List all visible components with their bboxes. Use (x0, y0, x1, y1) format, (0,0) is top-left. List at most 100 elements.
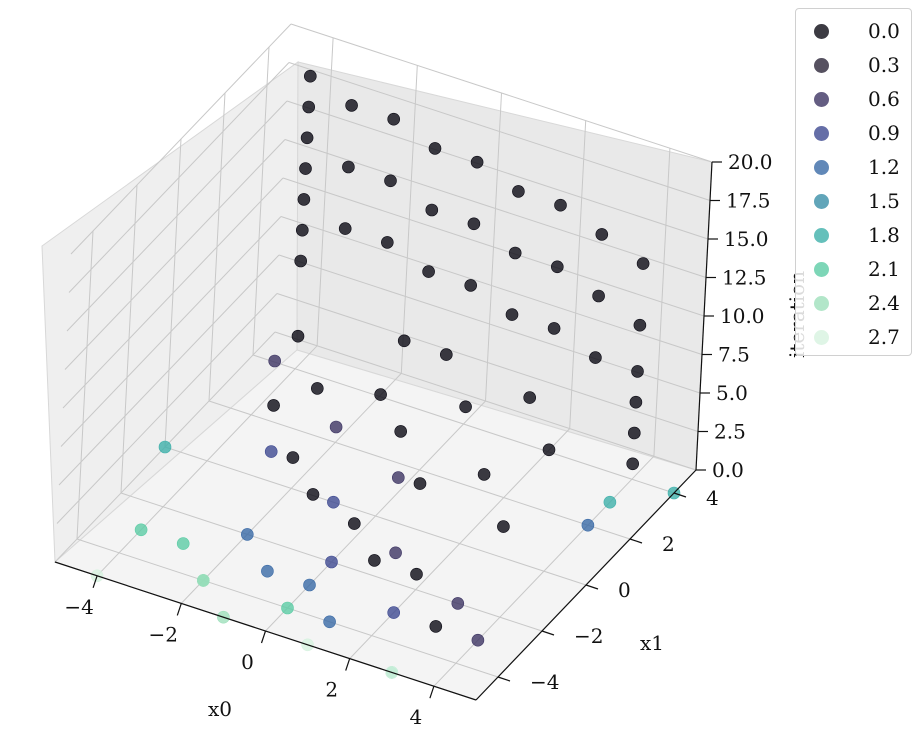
data-point (197, 574, 210, 587)
data-point (636, 257, 650, 270)
data-point (297, 193, 311, 206)
data-point (627, 426, 641, 440)
grid-line (278, 254, 701, 394)
data-point (428, 142, 442, 155)
grid-line (56, 293, 278, 524)
data-point (413, 477, 427, 490)
legend-label: 0.0 (868, 19, 900, 43)
data-point (281, 601, 294, 615)
z-tick-label: 5.0 (716, 381, 748, 405)
data-point (306, 488, 320, 501)
data-point (550, 260, 564, 274)
data-point (595, 228, 609, 241)
grid-line (70, 23, 292, 255)
data-point (391, 471, 405, 484)
data-point (512, 185, 525, 198)
x-tick-label: 2 (325, 678, 338, 702)
grid-line (68, 62, 290, 293)
legend-label: 0.9 (868, 121, 900, 145)
grid-line (62, 177, 284, 409)
data-point (429, 620, 443, 633)
data-point (347, 517, 361, 530)
data-point (410, 567, 423, 581)
data-point (547, 322, 561, 335)
grid-line (164, 446, 587, 586)
data-point (554, 198, 567, 212)
data-point (267, 399, 280, 412)
data-point (327, 495, 340, 509)
z-tick-label: 10.0 (720, 304, 765, 328)
z-tick-label: 12.5 (722, 266, 767, 290)
legend-label: 2.7 (868, 325, 900, 349)
x-axis-label: x0 (208, 697, 232, 721)
data-point (380, 236, 394, 249)
gridlines (54, 23, 713, 687)
legend-marker (814, 24, 829, 39)
x-tick (345, 658, 351, 671)
y-tick-label: −4 (530, 670, 559, 694)
legend-marker (814, 262, 829, 277)
data-point (464, 279, 478, 292)
data-point (323, 615, 336, 629)
legend-item: 1.8 (796, 219, 913, 253)
data-point (467, 217, 481, 231)
data-point (368, 554, 381, 567)
grid-line (282, 177, 705, 317)
grid-line (60, 216, 282, 447)
data-point (459, 400, 472, 414)
y-tick-label: 0 (618, 578, 631, 602)
data-point (581, 518, 595, 532)
z-tick-label: 15.0 (724, 227, 769, 251)
grid-line (208, 400, 631, 540)
legend-marker (814, 228, 829, 243)
legend-marker (814, 126, 829, 141)
data-point (394, 425, 408, 438)
legend-label: 1.8 (868, 223, 900, 247)
data-point (505, 308, 519, 321)
y-tick (673, 492, 687, 498)
grid-line (252, 354, 675, 494)
legend-item: 1.5 (796, 185, 913, 219)
legend-item: 2.4 (796, 287, 913, 321)
y-tick-label: 2 (662, 532, 675, 556)
grid-line (64, 139, 286, 370)
grid-line (58, 254, 280, 486)
legend-item: 0.6 (796, 83, 913, 117)
data-point (261, 564, 274, 578)
y-tick (629, 538, 643, 544)
data-point (497, 520, 510, 533)
data-point (303, 69, 317, 83)
data-point (310, 382, 324, 395)
data-point (295, 223, 309, 237)
legend-marker (814, 296, 829, 311)
grid-line (280, 216, 703, 355)
legend-label: 1.5 (868, 189, 900, 213)
data-point (523, 391, 537, 404)
data-point (264, 445, 278, 458)
data-point (422, 265, 435, 278)
data-point (268, 354, 282, 368)
data-point (589, 351, 602, 364)
legend: 0.0 0.3 0.6 0.9 1.2 1.5 1.8 2.1 2.4 2.7 (795, 8, 912, 356)
legend-item: 0.0 (796, 15, 913, 49)
data-point (508, 246, 522, 260)
data-point (134, 523, 148, 537)
scatter-points (90, 69, 681, 679)
data-point (345, 99, 358, 112)
grid-line (274, 331, 697, 471)
data-point (471, 633, 485, 647)
legend-label: 2.4 (868, 291, 900, 315)
data-point (387, 112, 401, 126)
data-point (603, 495, 617, 509)
x-tick-label: 0 (241, 650, 254, 674)
data-point (439, 348, 453, 361)
data-point (299, 162, 312, 175)
tick-marks: −4 −2 0 2 4 −4 −2 0 2 4 0.0 2.5 5.0 7.5 10.0 12.5 15.0 17… (64, 150, 772, 729)
data-point (389, 546, 402, 560)
legend-item: 2.1 (796, 253, 913, 287)
data-point (425, 203, 439, 217)
y-tick (497, 676, 511, 682)
data-point (176, 537, 190, 550)
x-tick-label: −2 (149, 622, 178, 646)
